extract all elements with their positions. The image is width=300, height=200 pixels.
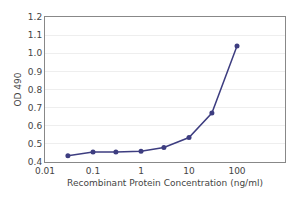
svg-text:1.0: 1.0 [28,48,43,58]
svg-text:OD 490: OD 490 [13,72,23,106]
svg-text:100: 100 [228,166,245,176]
svg-text:0.1: 0.1 [86,166,100,176]
svg-text:0.6: 0.6 [28,121,43,131]
svg-text:0.9: 0.9 [28,67,43,77]
svg-text:1.2: 1.2 [28,12,42,22]
svg-text:0.4: 0.4 [28,157,43,167]
svg-text:10: 10 [183,166,195,176]
svg-text:0.01: 0.01 [35,166,55,176]
svg-text:0.7: 0.7 [28,103,42,113]
svg-text:0.8: 0.8 [28,85,43,95]
svg-text:1: 1 [138,166,144,176]
svg-text:0.5: 0.5 [28,139,42,149]
svg-text:1.1: 1.1 [28,30,42,40]
svg-text:Recombinant Protein Concentrat: Recombinant Protein Concentration (ng/ml… [67,178,263,188]
